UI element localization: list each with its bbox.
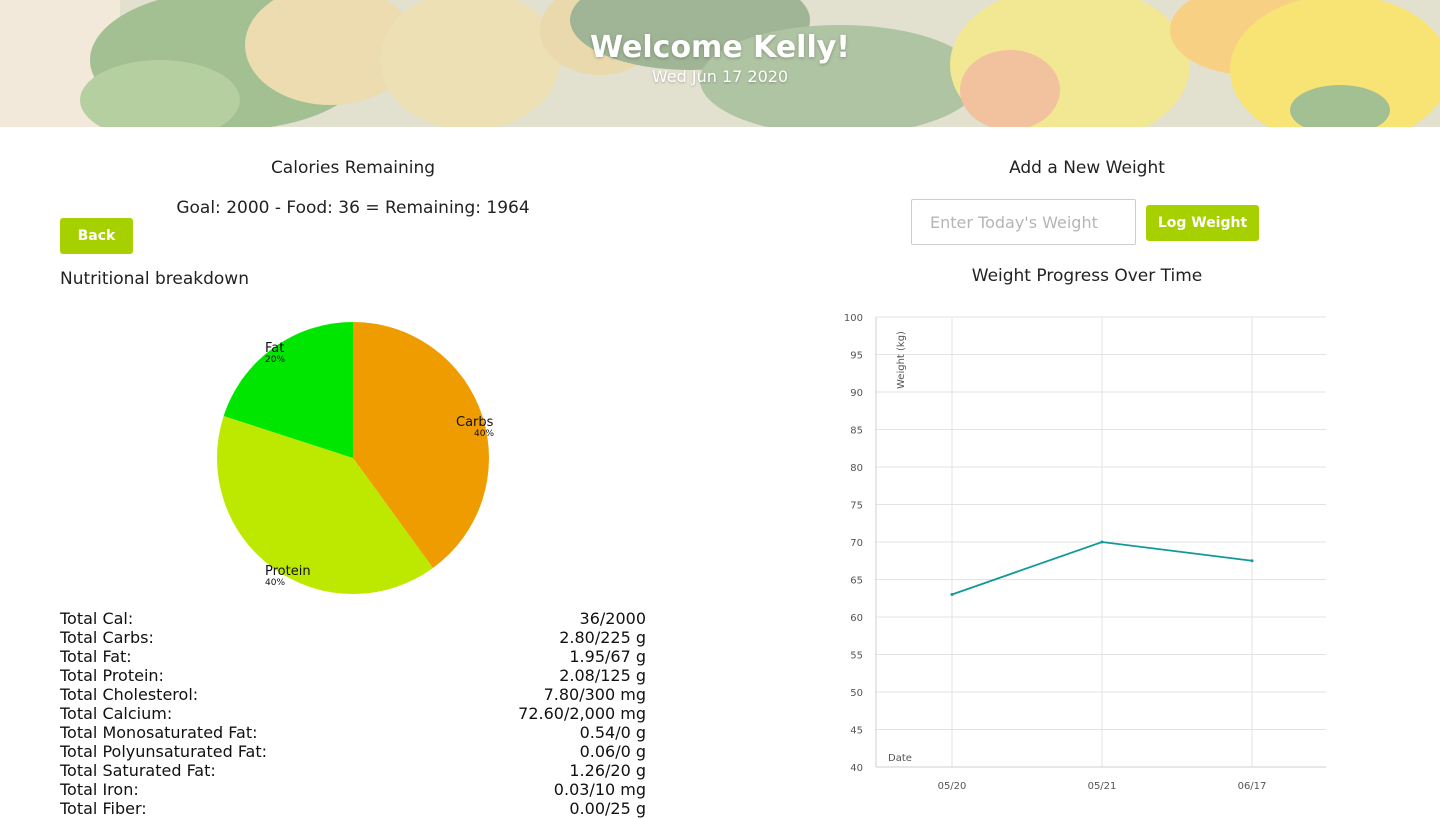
weight-data-point	[950, 593, 954, 596]
pie-slice-carbs	[353, 322, 489, 569]
nutrition-total-row: Total Cal: 36/2000	[60, 609, 646, 628]
y-tick-label: 75	[850, 501, 863, 512]
y-tick-label: 55	[850, 651, 863, 662]
y-tick-label: 85	[850, 426, 863, 437]
add-weight-heading: Add a New Weight	[1009, 158, 1165, 178]
y-tick-label: 90	[850, 388, 863, 399]
nutrient-value: 2.08/125 g	[559, 666, 646, 685]
nutrient-label: Total Cholesterol:	[60, 685, 199, 704]
nutrient-label: Total Saturated Fat:	[60, 761, 216, 780]
y-tick-label: 40	[850, 763, 863, 774]
nutrition-total-row: Total Cholesterol: 7.80/300 mg	[60, 685, 646, 704]
pie-slice-label: Fat	[265, 341, 284, 356]
pie-slice-percent: 20%	[265, 355, 285, 365]
nutrient-value: 72.60/2,000 mg	[518, 704, 646, 723]
header-banner: Welcome Kelly! Wed Jun 17 2020	[0, 0, 1440, 127]
calories-summary: Goal: 2000 - Food: 36 = Remaining: 1964	[176, 198, 530, 218]
log-weight-button[interactable]: Log Weight	[1146, 205, 1259, 241]
weight-line-chart: 40 45 50 55 60 65 70 75 80 85 90 95 100 05/20 05/21 06/…	[830, 305, 1340, 805]
nutrient-label: Total Protein:	[60, 666, 164, 685]
nutrient-value: 36/2000	[579, 609, 646, 628]
pie-slice-percent: 40%	[474, 429, 494, 439]
x-tick-label: 05/21	[1088, 781, 1117, 792]
nutrient-label: Total Fiber:	[60, 799, 147, 818]
nutrient-label: Total Cal:	[60, 609, 134, 628]
nutrition-total-row: Total Saturated Fat: 1.26/20 g	[60, 761, 646, 780]
nutrition-total-row: Total Carbs: 2.80/225 g	[60, 628, 646, 647]
nutrition-total-row: Total Fiber: 0.00/25 g	[60, 799, 646, 818]
nutrient-label: Total Iron:	[60, 780, 139, 799]
nutrient-label: Total Polyunsaturated Fat:	[60, 742, 268, 761]
y-tick-label: 70	[850, 538, 863, 549]
nutrient-value: 1.95/67 g	[569, 647, 646, 666]
nutritional-breakdown-heading: Nutritional breakdown	[60, 269, 249, 289]
nutrition-total-row: Total Protein: 2.08/125 g	[60, 666, 646, 685]
pie-slice-fat	[223, 322, 353, 458]
nutrient-value: 0.54/0 g	[579, 723, 646, 742]
back-button[interactable]: Back	[60, 218, 133, 254]
y-tick-label: 80	[850, 463, 863, 474]
nutrient-value: 2.80/225 g	[559, 628, 646, 647]
vegetables-banner-image	[0, 0, 1440, 127]
weight-data-point	[1100, 540, 1104, 544]
nutrient-value: 0.06/0 g	[579, 742, 646, 761]
y-tick-label: 95	[850, 351, 863, 362]
x-tick-label: 05/20	[938, 781, 967, 792]
x-axis-label: Date	[888, 753, 912, 764]
nutrition-pie-chart: Carbs 40% Protein 40% Fat 20%	[210, 316, 500, 601]
nutrient-label: Total Carbs:	[60, 628, 154, 647]
y-tick-label: 45	[850, 726, 863, 737]
nutrition-total-row: Total Iron: 0.03/10 mg	[60, 780, 646, 799]
nutrition-total-row: Total Monosaturated Fat: 0.54/0 g	[60, 723, 646, 742]
pie-slice-percent: 40%	[265, 578, 285, 588]
y-axis-label: Weight (kg)	[896, 331, 907, 389]
nutrient-value: 7.80/300 mg	[543, 685, 646, 704]
nutrition-total-row: Total Calcium: 72.60/2,000 mg	[60, 704, 646, 723]
pie-slice-protein	[217, 415, 433, 594]
pie-slice-label: Protein	[265, 564, 311, 579]
nutrient-label: Total Calcium:	[60, 704, 173, 723]
nutrition-total-row: Total Fat: 1.95/67 g	[60, 647, 646, 666]
nutrient-value: 0.00/25 g	[569, 799, 646, 818]
weight-input[interactable]	[911, 199, 1136, 245]
x-tick-label: 06/17	[1238, 781, 1267, 792]
y-tick-label: 60	[850, 613, 863, 624]
y-tick-label: 100	[844, 313, 863, 324]
weight-chart-heading: Weight Progress Over Time	[971, 266, 1203, 286]
current-date: Wed Jun 17 2020	[651, 67, 789, 86]
nutrient-label: Total Fat:	[60, 647, 132, 666]
nutrient-value: 1.26/20 g	[569, 761, 646, 780]
y-tick-label: 50	[850, 688, 863, 699]
welcome-title: Welcome Kelly!	[590, 30, 850, 65]
pie-slice-label: Carbs	[456, 415, 494, 430]
nutrient-label: Total Monosaturated Fat:	[60, 723, 258, 742]
y-tick-label: 65	[850, 576, 863, 587]
weight-data-point	[1250, 559, 1254, 563]
nutrition-total-row: Total Polyunsaturated Fat: 0.06/0 g	[60, 742, 646, 761]
calories-remaining-heading: Calories Remaining	[270, 158, 436, 178]
nutrient-value: 0.03/10 mg	[553, 780, 646, 799]
